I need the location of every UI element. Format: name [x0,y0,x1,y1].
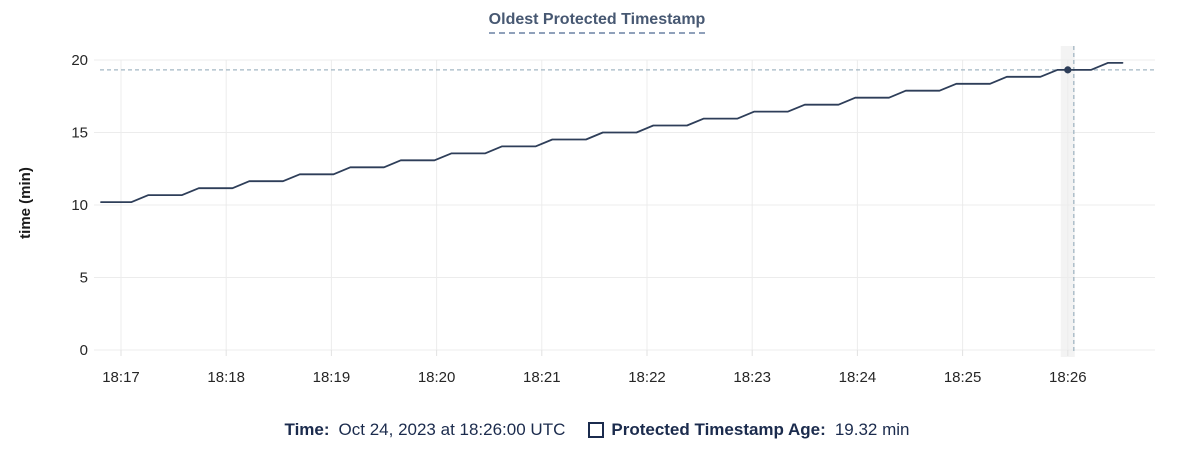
chart-footer: Time: Oct 24, 2023 at 18:26:00 UTC Prote… [0,420,1194,440]
chart-title[interactable]: Oldest Protected Timestamp [488,11,706,34]
legend-series-label: Protected Timestamp Age: [611,420,826,439]
x-tick-label: 18:21 [523,369,561,386]
time-value: Oct 24, 2023 at 18:26:00 UTC [338,420,566,439]
y-tick-label: 0 [80,342,88,359]
x-tick-label: 18:24 [839,369,877,386]
x-tick-label: 18:23 [733,369,771,386]
y-tick-label: 15 [71,125,88,142]
time-label: Time: [284,420,330,439]
x-tick-label: 18:20 [418,369,456,386]
chart-title-row: Oldest Protected Timestamp [0,11,1194,34]
y-axis-label: time (min) [17,167,34,239]
x-tick-label: 18:25 [944,369,982,386]
hover-data-point [1064,66,1072,74]
x-tick-label: 18:19 [313,369,351,386]
legend-swatch-icon [588,422,605,438]
timeseries-chart[interactable]: 0 5 10 15 20 18:17 18:18 18:19 18:20 18:21 18:22 18… [0,0,1194,400]
y-tick-label: 5 [80,270,88,287]
y-tick-label: 20 [71,52,88,69]
y-tick-label: 10 [71,197,88,214]
hover-time-readout: Time: Oct 24, 2023 at 18:26:00 UTC [285,420,566,440]
x-tick-label: 18:22 [628,369,666,386]
legend-item-protected-timestamp-age[interactable]: Protected Timestamp Age: 19.32 min [588,420,909,440]
legend-series-value: 19.32 min [834,420,910,439]
x-tick-label: 18:26 [1049,369,1087,386]
x-tick-label: 18:18 [207,369,245,386]
x-tick-label: 18:17 [102,369,140,386]
series-line-protected-timestamp-age [100,62,1124,204]
